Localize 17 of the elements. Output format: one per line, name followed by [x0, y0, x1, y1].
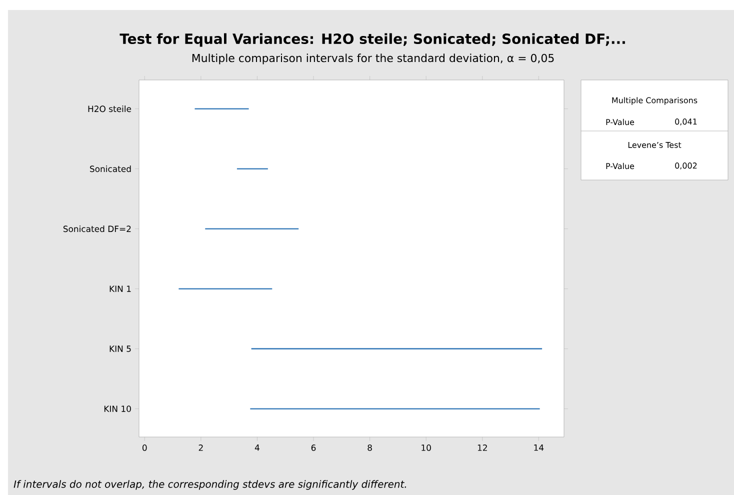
y-tick-label: KIN 1	[110, 286, 131, 292]
y-tick-label: H2O steile	[88, 106, 132, 112]
chart-subtitle: Multiple comparison intervals for the standard deviation, α = 0,05	[192, 54, 554, 64]
y-tick-label: Sonicated	[90, 166, 131, 172]
x-tick-label: 10	[422, 444, 431, 451]
x-tick-label: 12	[478, 444, 487, 451]
y-tick-label: KIN 10	[104, 406, 131, 412]
x-tick-label: 2	[198, 444, 203, 451]
x-tick-label: 8	[368, 444, 372, 451]
text: If intervals do not overlap, the corresponding stdevs are significantly different.	[14, 480, 406, 490]
chart-title: Test for Equal Variances: H2O steile; Sonicated; Sonicated DF;...	[120, 33, 625, 47]
x-tick-label: 0	[142, 444, 147, 451]
x-tick-label: 4	[254, 444, 260, 451]
y-tick-label: KIN 5	[110, 346, 131, 352]
y-tick-label: Sonicated DF=2	[63, 226, 131, 232]
x-tick-label: 14	[534, 444, 544, 451]
x-tick-label: 6	[311, 444, 316, 451]
